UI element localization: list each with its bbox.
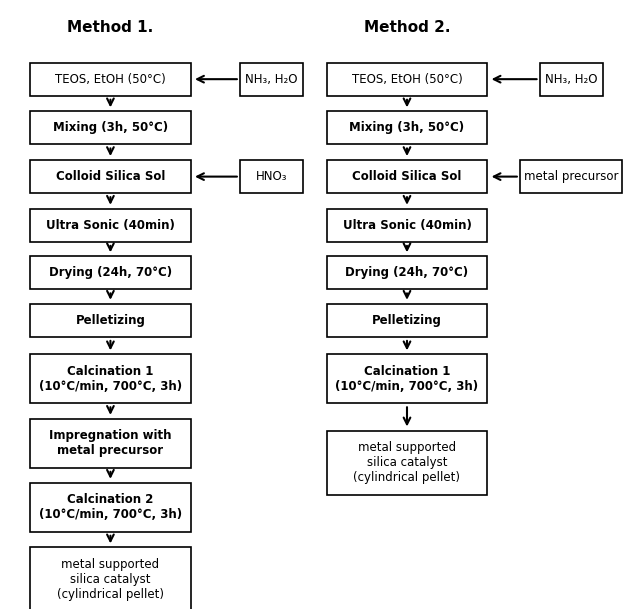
Text: Calcination 1
(10°C/min, 700°C, 3h): Calcination 1 (10°C/min, 700°C, 3h) [39, 365, 182, 393]
Text: TEOS, EtOH (50°C): TEOS, EtOH (50°C) [55, 72, 166, 86]
Bar [240, 160, 303, 193]
Text: Colloid Silica Sol: Colloid Silica Sol [352, 170, 462, 183]
Bar [30, 111, 191, 144]
Text: Drying (24h, 70°C): Drying (24h, 70°C) [345, 266, 469, 280]
Bar [327, 209, 487, 242]
Bar [30, 63, 191, 96]
Bar [30, 256, 191, 289]
Text: TEOS, EtOH (50°C): TEOS, EtOH (50°C) [351, 72, 463, 86]
Text: Mixing (3h, 50°C): Mixing (3h, 50°C) [350, 121, 464, 135]
Text: Ultra Sonic (40min): Ultra Sonic (40min) [343, 219, 471, 232]
Bar [540, 63, 603, 96]
Bar [520, 160, 622, 193]
Bar [30, 547, 191, 609]
Text: Impregnation with
metal precursor: Impregnation with metal precursor [49, 429, 172, 457]
Text: Calcination 1
(10°C/min, 700°C, 3h): Calcination 1 (10°C/min, 700°C, 3h) [336, 365, 478, 393]
Bar [30, 419, 191, 468]
Bar [30, 160, 191, 193]
Bar [30, 209, 191, 242]
Text: Method 1.: Method 1. [68, 20, 153, 35]
Text: metal supported
silica catalyst
(cylindrical pellet): metal supported silica catalyst (cylindr… [353, 442, 461, 484]
Bar [327, 160, 487, 193]
Bar [327, 63, 487, 96]
Bar [327, 431, 487, 495]
Text: Mixing (3h, 50°C): Mixing (3h, 50°C) [53, 121, 168, 135]
Text: Drying (24h, 70°C): Drying (24h, 70°C) [49, 266, 172, 280]
Text: Colloid Silica Sol: Colloid Silica Sol [56, 170, 165, 183]
Bar [30, 354, 191, 403]
Bar [30, 483, 191, 532]
Bar [327, 256, 487, 289]
Text: Pelletizing: Pelletizing [372, 314, 442, 327]
Text: Calcination 2
(10°C/min, 700°C, 3h): Calcination 2 (10°C/min, 700°C, 3h) [39, 493, 182, 521]
Text: Ultra Sonic (40min): Ultra Sonic (40min) [46, 219, 175, 232]
Text: NH₃, H₂O: NH₃, H₂O [545, 72, 598, 86]
Bar [240, 63, 303, 96]
Bar [327, 304, 487, 337]
Text: HNO₃: HNO₃ [256, 170, 287, 183]
Text: metal precursor: metal precursor [524, 170, 618, 183]
Text: Pelletizing: Pelletizing [76, 314, 145, 327]
Text: NH₃, H₂O: NH₃, H₂O [245, 72, 298, 86]
Text: Method 2.: Method 2. [363, 20, 451, 35]
Bar [327, 354, 487, 403]
Bar [327, 111, 487, 144]
Text: metal supported
silica catalyst
(cylindrical pellet): metal supported silica catalyst (cylindr… [57, 558, 164, 601]
Bar [30, 304, 191, 337]
